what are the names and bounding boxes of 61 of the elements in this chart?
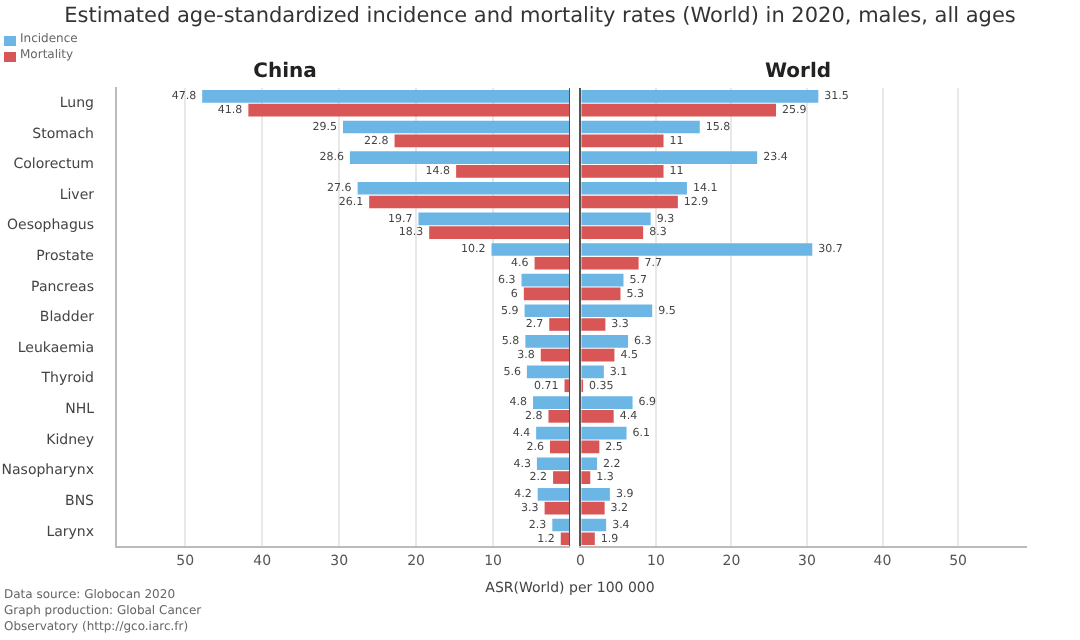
bar	[581, 120, 700, 134]
bar	[581, 426, 627, 440]
bar	[581, 488, 610, 501]
bar	[581, 396, 633, 409]
bar	[581, 471, 591, 484]
bar	[343, 120, 569, 134]
bar	[581, 226, 644, 239]
chart-subtitle: China	[253, 61, 317, 84]
bar	[369, 195, 569, 209]
bar	[202, 90, 569, 103]
bar	[581, 181, 687, 195]
bar	[581, 501, 605, 515]
bar	[524, 304, 569, 318]
bar	[534, 256, 569, 270]
bar	[581, 318, 606, 331]
bar	[581, 518, 607, 532]
bar	[429, 226, 569, 239]
bar	[581, 304, 653, 318]
bar	[540, 348, 569, 362]
bar	[581, 103, 777, 117]
bar	[549, 318, 569, 331]
bar	[581, 195, 678, 209]
bar	[581, 365, 604, 379]
bar	[549, 440, 569, 454]
bar	[560, 532, 569, 546]
bar	[581, 256, 639, 270]
bar	[581, 151, 758, 164]
bar	[581, 165, 664, 178]
bar	[544, 501, 569, 515]
bar	[456, 165, 569, 178]
bar	[357, 181, 569, 195]
bar	[581, 243, 813, 256]
bar	[537, 488, 569, 501]
bar	[418, 212, 569, 226]
bar	[581, 134, 664, 148]
bar	[552, 518, 569, 532]
bar	[581, 273, 624, 287]
bar	[533, 396, 569, 409]
bar	[553, 471, 569, 484]
bar	[491, 243, 569, 256]
bar	[581, 440, 600, 454]
bar	[581, 212, 651, 226]
bar	[581, 334, 629, 348]
bar	[526, 365, 569, 379]
bar	[581, 532, 595, 546]
bar	[536, 457, 569, 471]
bar	[548, 409, 569, 423]
bar	[581, 348, 615, 362]
bar	[394, 134, 569, 148]
bar	[525, 334, 569, 348]
bar	[581, 409, 614, 423]
bar	[581, 457, 598, 471]
bar	[523, 287, 569, 301]
bar	[248, 103, 569, 117]
bar	[521, 273, 569, 287]
bar	[349, 151, 569, 164]
chart-subtitle: World	[764, 61, 832, 84]
chart-title: Estimated age-standardized incidence and mortality rates (World) in 2020, males, all ages	[62, 4, 1018, 28]
bar	[581, 90, 819, 103]
bar	[581, 287, 621, 301]
bar	[536, 426, 569, 440]
